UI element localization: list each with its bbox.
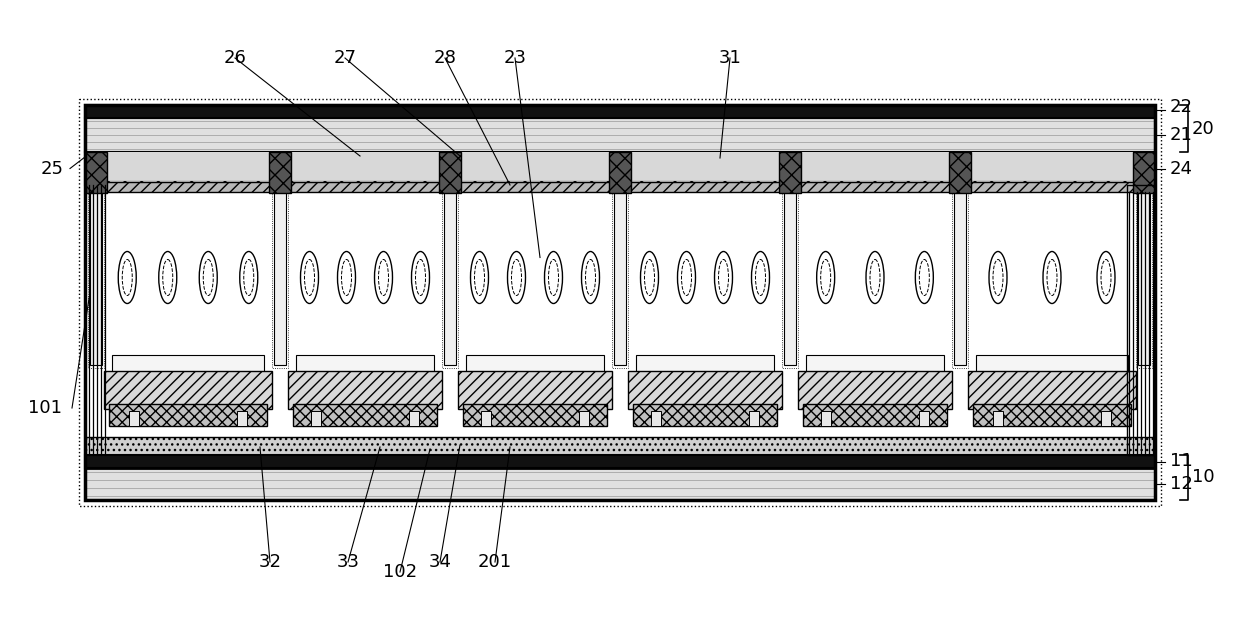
Bar <box>631 152 779 180</box>
Polygon shape <box>129 411 139 426</box>
Bar <box>461 152 609 180</box>
Bar <box>274 192 286 365</box>
Polygon shape <box>1101 411 1111 426</box>
Text: 24: 24 <box>1171 159 1193 177</box>
Text: 20: 20 <box>1192 119 1215 137</box>
Text: 33: 33 <box>336 553 360 571</box>
Bar <box>272 189 288 368</box>
Bar <box>971 152 1133 180</box>
Bar <box>296 355 434 373</box>
Text: 201: 201 <box>477 553 512 571</box>
Bar <box>109 404 267 426</box>
Polygon shape <box>993 411 1003 426</box>
Text: 12: 12 <box>1171 475 1193 493</box>
Bar <box>112 355 264 373</box>
Bar <box>1136 189 1152 368</box>
Bar <box>88 189 104 368</box>
Bar <box>806 355 944 373</box>
Text: 25: 25 <box>41 159 63 177</box>
Polygon shape <box>481 411 491 426</box>
Text: 31: 31 <box>718 49 742 67</box>
Polygon shape <box>409 411 419 426</box>
Bar <box>86 118 1154 152</box>
Bar <box>779 152 801 193</box>
Text: 28: 28 <box>434 49 456 67</box>
Text: 27: 27 <box>334 49 357 67</box>
Bar <box>1138 192 1149 365</box>
Text: 10: 10 <box>1192 468 1215 486</box>
Bar <box>444 192 456 365</box>
Bar <box>1127 185 1154 455</box>
Bar <box>466 355 604 373</box>
Bar <box>269 152 291 193</box>
Bar <box>973 404 1131 426</box>
Bar <box>784 192 796 365</box>
Bar <box>86 105 1154 500</box>
Bar <box>86 182 1154 192</box>
Bar <box>632 404 777 426</box>
Bar <box>107 152 269 180</box>
Bar <box>441 189 458 368</box>
Bar <box>954 192 966 365</box>
Polygon shape <box>237 411 247 426</box>
Bar <box>609 152 631 193</box>
Polygon shape <box>919 411 930 426</box>
Text: 23: 23 <box>503 49 527 67</box>
Polygon shape <box>579 411 589 426</box>
Bar <box>86 152 107 193</box>
Bar <box>291 152 439 180</box>
Bar <box>614 192 626 365</box>
Bar <box>782 189 799 368</box>
Text: 101: 101 <box>29 399 62 417</box>
Polygon shape <box>749 411 759 426</box>
Bar <box>613 189 627 368</box>
Bar <box>86 105 1154 118</box>
Bar <box>627 371 782 409</box>
Polygon shape <box>310 411 321 426</box>
Bar <box>293 404 436 426</box>
Bar <box>86 468 1154 500</box>
Bar <box>79 99 1161 506</box>
Bar <box>976 355 1128 373</box>
Bar <box>104 371 272 409</box>
Text: 34: 34 <box>429 553 451 571</box>
Bar <box>439 152 461 193</box>
Bar <box>804 404 947 426</box>
Text: 21: 21 <box>1171 126 1193 144</box>
Bar <box>86 437 1154 455</box>
Text: 26: 26 <box>223 49 247 67</box>
Bar <box>952 189 968 368</box>
Text: 11: 11 <box>1171 452 1193 470</box>
Bar <box>91 192 102 365</box>
Bar <box>458 371 613 409</box>
Polygon shape <box>821 411 831 426</box>
Bar <box>799 371 952 409</box>
Bar <box>636 355 774 373</box>
Text: 22: 22 <box>1171 98 1193 116</box>
Bar <box>86 455 1154 468</box>
Bar <box>801 152 949 180</box>
Text: 32: 32 <box>258 553 281 571</box>
Bar <box>86 152 1154 185</box>
Bar <box>1133 152 1154 193</box>
Text: 102: 102 <box>383 563 417 581</box>
Bar <box>463 404 608 426</box>
Bar <box>288 371 441 409</box>
Polygon shape <box>651 411 661 426</box>
Bar <box>949 152 971 193</box>
Bar <box>968 371 1136 409</box>
